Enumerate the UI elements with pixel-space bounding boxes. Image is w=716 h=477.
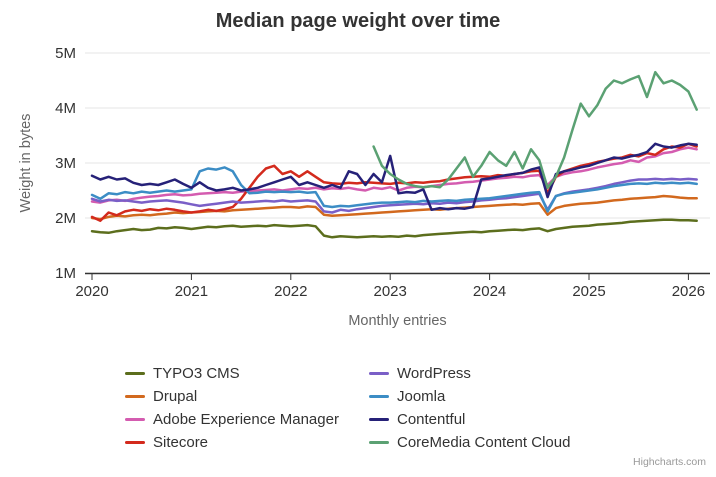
x-axis-label: 2022 xyxy=(274,283,307,300)
x-axis-title: Monthly entries xyxy=(348,313,447,329)
y-axis-label: 5M xyxy=(55,45,76,62)
x-axis-label: 2026 xyxy=(672,283,705,300)
legend-item-typo3-cms[interactable]: TYPO3 CMS xyxy=(125,362,325,385)
legend-item-joomla[interactable]: Joomla xyxy=(369,385,570,408)
legend-label: Adobe Experience Manager xyxy=(153,411,339,428)
legend-label: Contentful xyxy=(397,411,466,428)
x-axis-label: 2025 xyxy=(572,283,605,300)
legend-item-contentful[interactable]: Contentful xyxy=(369,408,570,431)
series-line-wordpress xyxy=(90,177,698,214)
legend: TYPO3 CMS Drupal Adobe Experience Manager S… xyxy=(125,362,570,454)
legend-column-2: WordPress Joomla Contentful CoreMedia Conte… xyxy=(369,362,570,454)
y-axis-label: 1M xyxy=(55,265,76,282)
series-line-coremedia-content-cloud xyxy=(372,70,698,190)
legend-swatch-adobe-experience-manager xyxy=(125,418,145,421)
legend-swatch-typo3-cms xyxy=(125,372,145,375)
y-axis-label: 2M xyxy=(55,210,76,227)
x-axis-label: 2020 xyxy=(75,283,108,300)
series-line-contentful xyxy=(90,142,698,212)
legend-label: TYPO3 CMS xyxy=(153,365,240,382)
legend-item-adobe-experience-manager[interactable]: Adobe Experience Manager xyxy=(125,408,339,431)
legend-column-1: TYPO3 CMS Drupal Adobe Experience Manager S… xyxy=(125,362,339,454)
chart-title: Median page weight over time xyxy=(215,10,501,32)
legend-label: Drupal xyxy=(153,388,198,405)
x-axis-label: 2021 xyxy=(175,283,208,300)
legend-label: Sitecore xyxy=(153,434,209,451)
legend-swatch-sitecore xyxy=(125,441,145,444)
y-axis-label: 4M xyxy=(55,100,76,117)
legend-label: CoreMedia Content Cloud xyxy=(397,434,571,451)
legend-swatch-wordpress xyxy=(369,372,389,375)
x-axis-label: 2024 xyxy=(473,283,506,300)
plot-area: 1M 2M 3M 4M 5M 2020 2021 2022 2023 2024 2025 2026 xyxy=(55,45,710,300)
legend-swatch-coremedia-content-cloud xyxy=(369,441,389,444)
x-axis-label: 2023 xyxy=(374,283,407,300)
series-line-typo3-cms xyxy=(90,218,698,239)
legend-swatch-joomla xyxy=(369,395,389,398)
legend-item-drupal[interactable]: Drupal xyxy=(125,385,325,408)
legend-item-coremedia-content-cloud[interactable]: CoreMedia Content Cloud xyxy=(369,431,570,454)
legend-item-wordpress[interactable]: WordPress xyxy=(369,362,570,385)
legend-label: Joomla xyxy=(397,388,446,405)
series-line-adobe-experience-manager xyxy=(90,146,698,204)
legend-swatch-contentful xyxy=(369,418,389,421)
y-axis-label: 3M xyxy=(55,155,76,172)
series-line-drupal xyxy=(90,194,698,221)
legend-label: WordPress xyxy=(397,365,471,382)
highcharts-credit[interactable]: Highcharts.com xyxy=(633,456,706,468)
legend-item-sitecore[interactable]: Sitecore xyxy=(125,431,325,454)
legend-swatch-drupal xyxy=(125,395,145,398)
